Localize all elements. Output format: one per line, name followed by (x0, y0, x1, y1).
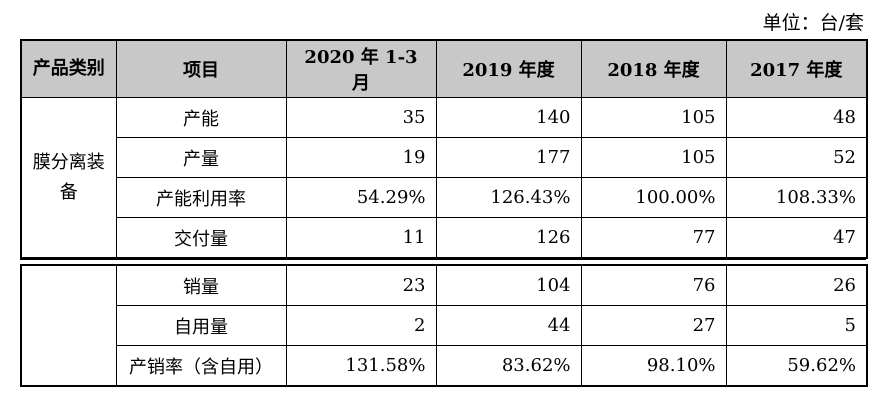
value-cell: 98.10% (580, 345, 727, 387)
value-cell: 83.62% (435, 345, 582, 387)
item-cell: 交付量 (115, 217, 287, 259)
table-row: 销量 23 104 76 26 (20, 264, 868, 387)
header-category: 产品类别 (20, 39, 117, 98)
table-row: 自用量 2 44 27 5 (21, 305, 868, 346)
header-period: 2017 年度 (725, 39, 868, 98)
header-row: 产品类别 项目 2020 年 1-3 月 2019 年度 2018 年度 201… (20, 39, 868, 98)
header-period: 2018 年度 (580, 39, 727, 98)
item-cell: 产能 (115, 97, 287, 138)
item-cell: 产量 (115, 137, 287, 178)
value-cell: 105 (580, 137, 727, 178)
capacity-table: 产品类别 项目 2020 年 1-3 月 2019 年度 2018 年度 201… (20, 39, 868, 259)
table-row: 产能利用率 54.29% 126.43% 100.00% 108.33% (21, 177, 868, 218)
value-cell: 11 (285, 217, 437, 259)
value-cell: 47 (725, 217, 868, 259)
value-cell: 35 (285, 97, 437, 138)
value-cell: 177 (435, 137, 582, 178)
value-cell: 26 (725, 264, 868, 306)
value-cell: 126 (435, 217, 582, 259)
header-item: 项目 (115, 39, 287, 98)
value-cell: 108.33% (725, 177, 868, 218)
value-cell: 52 (725, 137, 868, 178)
section-divider (20, 259, 866, 260)
sales-table: 销量 23 104 76 26 自用量 2 44 27 5 产销率（含自用） 1… (20, 264, 868, 387)
value-cell: 48 (725, 97, 868, 138)
table-row: 交付量 11 126 77 47 (21, 217, 868, 259)
unit-label: 单位：台/套 (762, 12, 864, 34)
item-cell: 自用量 (115, 305, 287, 346)
value-cell: 140 (435, 97, 582, 138)
value-cell: 19 (285, 137, 437, 178)
table-row: 产量 19 177 105 52 (21, 137, 868, 178)
value-cell: 27 (580, 305, 727, 346)
value-cell: 5 (725, 305, 868, 346)
value-cell: 105 (580, 97, 727, 138)
value-cell: 104 (435, 264, 582, 306)
table-row: 膜分离装备 产能 35 140 105 48 (20, 97, 868, 259)
value-cell: 54.29% (285, 177, 437, 218)
header-period: 2019 年度 (435, 39, 582, 98)
item-cell: 产销率（含自用） (115, 345, 287, 387)
value-cell: 126.43% (435, 177, 582, 218)
category-cell: 膜分离装备 (20, 97, 117, 259)
value-cell: 77 (580, 217, 727, 259)
value-cell: 59.62% (725, 345, 868, 387)
value-cell: 76 (580, 264, 727, 306)
category-cell (20, 264, 117, 387)
value-cell: 23 (285, 264, 437, 306)
value-cell: 100.00% (580, 177, 727, 218)
item-cell: 产能利用率 (115, 177, 287, 218)
header-period: 2020 年 1-3 月 (285, 39, 437, 98)
value-cell: 131.58% (285, 345, 437, 387)
value-cell: 44 (435, 305, 582, 346)
value-cell: 2 (285, 305, 437, 346)
table-row: 产销率（含自用） 131.58% 83.62% 98.10% 59.62% (21, 345, 868, 387)
item-cell: 销量 (115, 264, 287, 306)
